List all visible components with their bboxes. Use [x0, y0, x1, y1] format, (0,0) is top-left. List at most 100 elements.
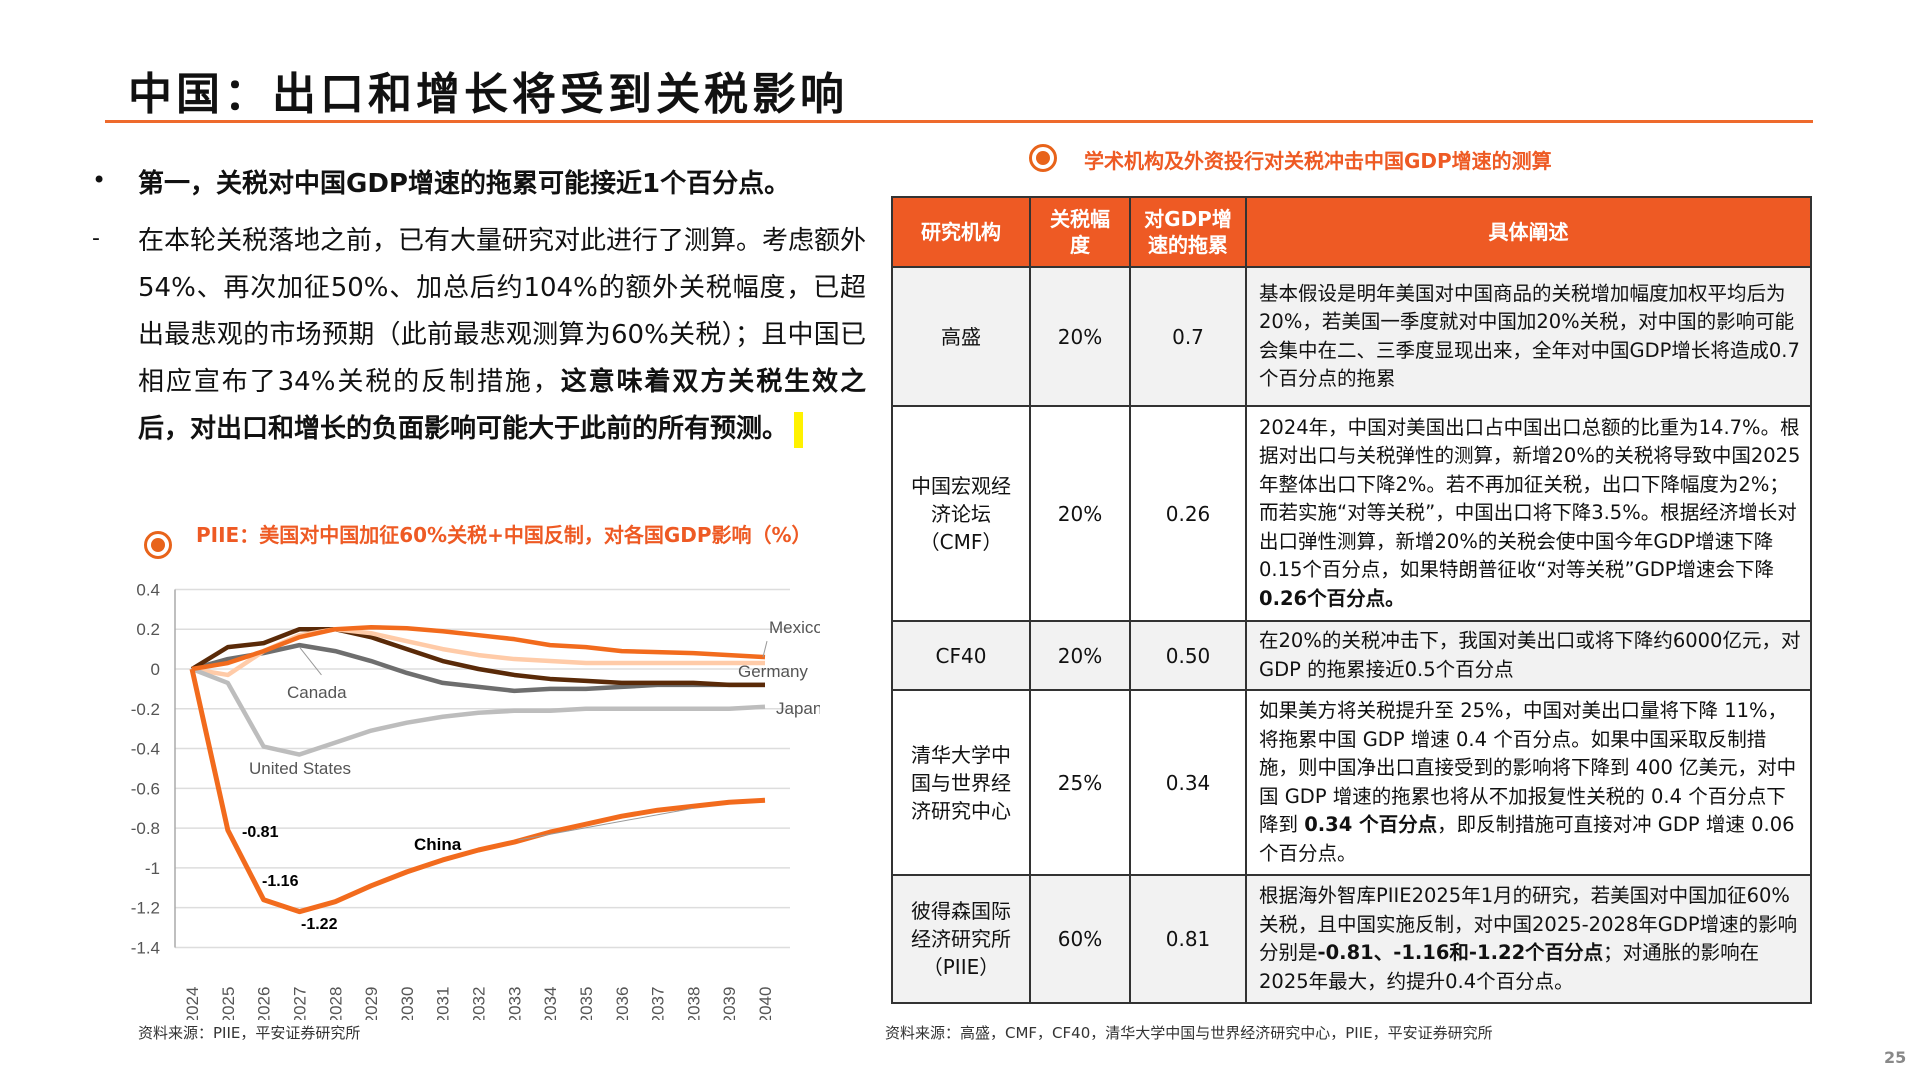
- institution-cell: 高盛: [891, 266, 1031, 407]
- x-tick-label: 2032: [470, 987, 489, 1020]
- institution-cell: 中国宏观经济论坛（CMF）: [891, 405, 1031, 622]
- y-tick-label: -1.2: [131, 899, 160, 918]
- detail-text: ；对通胀的影响在2025年最大，约提升0.4个百分点。: [1259, 941, 1760, 993]
- y-tick-label: 0.4: [136, 580, 160, 599]
- bullet-marker: •: [92, 166, 107, 194]
- detail-text: 2024年，中国对美国出口占中国出口总额的比重为14.7%。根据对出口与关税弹性…: [1259, 415, 1801, 582]
- series-line-mexico: [191, 624, 766, 672]
- detail-bold-text: -0.81、-1.16和-1.22个百分点: [1317, 941, 1604, 964]
- gdp-impact-chart: 0.4 0.2 0 -0.2 -0.4 -0.6 -0.8 -1 -1.2 -1.4 2024 202…: [131, 580, 820, 1020]
- leader-line: [299, 646, 322, 676]
- rate-cell: 60%: [1029, 874, 1131, 1004]
- detail-text: ，即反制措施可直接对冲 GDP 增速 0.06 个百分点。: [1259, 813, 1795, 865]
- x-tick-label: 2031: [434, 987, 453, 1020]
- y-tick-label: -1: [145, 859, 160, 878]
- table-row: CF40 20% 0.50 在20%的关税冲击下，我国对美出口或将下降约6000亿元，…: [891, 620, 1812, 691]
- x-tick-label: 2040: [756, 987, 775, 1020]
- detail-cell: 2024年，中国对美国出口占中国出口总额的比重为14.7%。根据对出口与关税弹性…: [1245, 405, 1812, 622]
- series-label: Japan: [776, 699, 820, 718]
- series-label: Canada: [287, 683, 347, 702]
- target-bullet-icon: [144, 531, 172, 559]
- col-header-drag: 对GDP增速的拖累: [1129, 196, 1247, 268]
- rate-cell: 20%: [1029, 620, 1131, 691]
- body-paragraph: 在本轮关税落地之前，已有大量研究对此进行了测算。考虑额外54%、再次加征50%、…: [138, 218, 866, 453]
- paragraph-normal: 在本轮关税落地之前，已有大量研究对此进行了测算。考虑额外54%、再次加征50%、…: [138, 226, 867, 397]
- drag-cell: 0.34: [1129, 689, 1247, 876]
- x-tick-label: 2024: [183, 987, 202, 1020]
- x-tick-label: 2038: [684, 987, 703, 1020]
- y-tick-label: -0.8: [131, 819, 160, 838]
- y-tick-label: -0.6: [131, 779, 160, 798]
- x-tick-label: 2034: [541, 987, 560, 1020]
- series-label: United States: [249, 759, 351, 778]
- x-tick-label: 2030: [398, 987, 417, 1020]
- dash-marker: -: [92, 226, 100, 251]
- detail-bold-text: 0.26个百分点。: [1259, 586, 1405, 610]
- institution-cell: 彼得森国际经济研究所（PIIE）: [891, 874, 1031, 1004]
- target-bullet-icon: [1029, 144, 1057, 172]
- x-tick-label: 2027: [290, 987, 309, 1020]
- x-tick-label: 2026: [255, 987, 274, 1020]
- leader-line: [762, 641, 768, 658]
- y-tick-label: -1.4: [131, 938, 160, 957]
- series-label: Mexico: [769, 618, 820, 637]
- rate-cell: 25%: [1029, 689, 1131, 876]
- x-tick-label: 2035: [577, 987, 596, 1020]
- data-label: -1.16: [262, 873, 299, 890]
- institution-cell: CF40: [891, 620, 1031, 691]
- page-number: 25: [1884, 1048, 1907, 1067]
- y-tick-label: -0.4: [131, 740, 160, 759]
- drag-cell: 0.26: [1129, 405, 1247, 622]
- source-left: 资料来源：PIIE，平安证券研究所: [138, 1024, 361, 1042]
- table-row: 中国宏观经济论坛（CMF） 20% 0.26 2024年，中国对美国出口占中国出口总额…: [891, 405, 1812, 622]
- table-row: 彼得森国际经济研究所（PIIE） 60% 0.81 根据海外智库PIIE2025年1月…: [891, 874, 1812, 1004]
- detail-text: 在20%的关税冲击下，我国对美出口或将下降约6000亿元，对 GDP 的拖累接近…: [1259, 629, 1801, 681]
- x-tick-label: 2037: [649, 987, 668, 1020]
- text-highlight-marker: [794, 411, 804, 448]
- leader-line: [518, 807, 694, 841]
- series-line-china: [189, 668, 766, 915]
- detail-cell: 在20%的关税冲击下，我国对美出口或将下降约6000亿元，对 GDP 的拖累接近…: [1245, 620, 1812, 691]
- x-tick-label: 2029: [362, 987, 381, 1020]
- drag-cell: 0.81: [1129, 874, 1247, 1004]
- series-label: Germany: [738, 662, 808, 681]
- x-tick-label: 2036: [613, 987, 632, 1020]
- detail-cell: 如果美方将关税提升至 25%，中国对美出口量将下降 11%，将拖累中国 GDP …: [1245, 689, 1812, 876]
- detail-cell: 根据海外智库PIIE2025年1月的研究，若美国对中国加征60%关税，且中国实施…: [1245, 874, 1812, 1004]
- x-tick-label: 2033: [505, 987, 524, 1020]
- source-right: 资料来源：高盛，CMF，CF40，清华大学中国与世界经济研究中心，PIIE，平安…: [885, 1024, 1493, 1042]
- detail-text: 基本假设是明年美国对中国商品的关税增加幅度加权平均后为20%，若美国一季度就对中…: [1259, 281, 1800, 391]
- drag-cell: 0.50: [1129, 620, 1247, 691]
- col-header-detail: 具体阐述: [1245, 196, 1812, 268]
- detail-bold-text: 0.34 个百分点: [1304, 813, 1438, 836]
- y-tick-label: -0.2: [131, 700, 160, 719]
- title-divider: [105, 120, 1813, 123]
- data-label: -1.22: [301, 916, 338, 933]
- x-tick-label: 2039: [720, 987, 739, 1020]
- x-tick-label: 2025: [219, 987, 238, 1020]
- y-tick-label: 0: [151, 660, 160, 679]
- data-label: -0.81: [242, 824, 279, 841]
- col-header-rate: 关税幅度: [1029, 196, 1131, 268]
- detail-text: 如果美方将关税提升至 25%，中国对美出口量将下降 11%，将拖累中国 GDP …: [1259, 699, 1797, 836]
- series-label: China: [414, 835, 462, 854]
- series-line-united-states: [191, 666, 766, 757]
- y-tick-label: 0.2: [136, 620, 160, 639]
- x-tick-label: 2028: [326, 987, 345, 1020]
- institution-cell: 清华大学中国与世界经济研究中心: [891, 689, 1031, 876]
- rate-cell: 20%: [1029, 405, 1131, 622]
- table-row: 清华大学中国与世界经济研究中心 25% 0.34 如果美方将关税提升至 25%，中国对…: [891, 689, 1812, 876]
- chart-heading: PIIE：美国对中国加征60%关税+中国反制，对各国GDP影响（%）: [196, 523, 812, 547]
- drag-cell: 0.7: [1129, 266, 1247, 407]
- paragraph-bold: 这意味着双方关税生效之后，对出口和增长的负面影响可能大于此前的所有预测。: [138, 367, 866, 444]
- table-heading: 学术机构及外资投行对关税冲击中国GDP增速的测算: [1084, 149, 1552, 173]
- rate-cell: 20%: [1029, 266, 1131, 407]
- key-point: 第一，关税对中国GDP增速的拖累可能接近1个百分点。: [138, 169, 791, 199]
- table-row: 高盛 20% 0.7 基本假设是明年美国对中国商品的关税增加幅度加权平均后为20%，若…: [891, 266, 1812, 407]
- series-line-japan: [190, 626, 765, 688]
- detail-cell: 基本假设是明年美国对中国商品的关税增加幅度加权平均后为20%，若美国一季度就对中…: [1245, 266, 1812, 407]
- estimates-table: 研究机构 关税幅度 对GDP增速的拖累 具体阐述 高盛 20% 0.7 基本假设是明年…: [891, 196, 1812, 1004]
- detail-text: 根据海外智库PIIE2025年1月的研究，若美国对中国加征60%关税，且中国实施…: [1259, 884, 1798, 964]
- col-header-institution: 研究机构: [891, 196, 1031, 268]
- page-title: 中国：出口和增长将受到关税影响: [128, 69, 848, 120]
